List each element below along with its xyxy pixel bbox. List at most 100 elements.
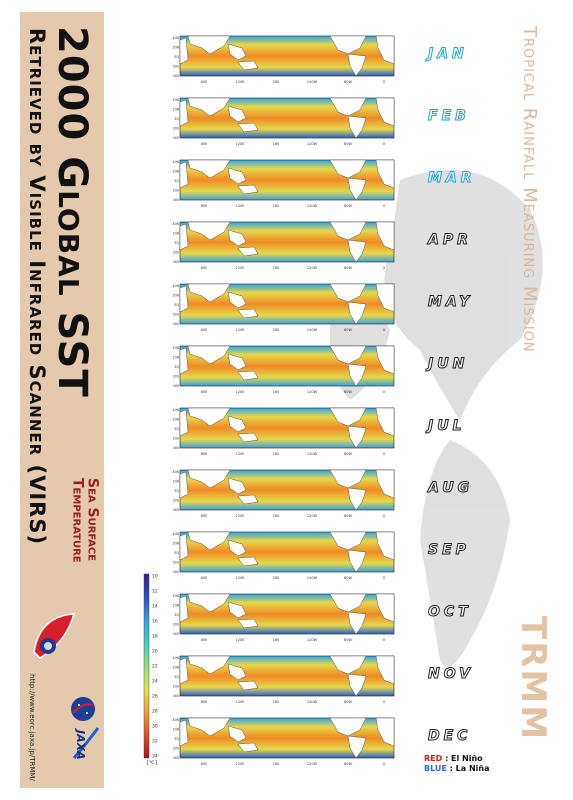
lon-tick-label: 60E	[201, 204, 208, 208]
landmass	[179, 37, 189, 65]
lon-tick-label: 60W	[344, 514, 352, 518]
lon-tick-label: 60E	[201, 452, 208, 456]
lat-tick-label: EQ	[174, 241, 179, 245]
landmass	[329, 221, 367, 241]
landmass	[347, 53, 367, 77]
month-label: MAY	[427, 294, 474, 311]
lon-tick-label: 120W	[307, 700, 318, 704]
temperature-colorbar: 10 12 14 16 18 20 22 24 26 28 30 32 34	[143, 574, 158, 760]
landmass	[237, 246, 259, 257]
landmass	[227, 477, 247, 495]
month-label: JUL	[428, 418, 466, 435]
lon-tick-label: 120E	[236, 80, 245, 84]
colorbar-tick-label: 26	[152, 694, 158, 700]
lat-tick-label: EQ	[174, 551, 179, 555]
mission-name: Tropical Rainfall Measuring Mission	[519, 26, 540, 353]
legend-red-key: RED	[424, 754, 443, 763]
lat-tick-label: 40N	[173, 222, 180, 226]
sst-label: Sea Surface Temperature	[70, 478, 101, 563]
landmass	[237, 432, 259, 443]
colorbar-tick-label: 14	[152, 604, 158, 610]
landmass	[375, 283, 395, 313]
lon-tick-label: 120W	[307, 266, 318, 270]
lon-tick-label: 180	[273, 142, 280, 146]
lon-tick-label: 120E	[236, 762, 245, 766]
lat-tick-label: 40S	[173, 136, 179, 140]
landmass	[187, 283, 231, 303]
lon-tick-label: 180	[273, 328, 280, 332]
lat-tick-label: 40S	[173, 322, 179, 326]
landmass	[237, 680, 259, 691]
lon-tick-label: 120W	[307, 80, 318, 84]
lon-tick-label: 0	[383, 576, 385, 580]
lat-tick-label: 20N	[173, 232, 180, 236]
lon-tick-label: 60W	[344, 390, 352, 394]
lon-tick-label: 60W	[344, 266, 352, 270]
landmass	[329, 593, 367, 613]
lat-tick-label: EQ	[174, 365, 179, 369]
lat-tick-label: 20S	[173, 189, 179, 193]
lat-tick-label: 20N	[173, 418, 180, 422]
landmass	[179, 409, 189, 437]
lat-tick-label: 20S	[173, 499, 179, 503]
month-label: SEP	[428, 542, 470, 559]
lat-tick-label: 40S	[173, 446, 179, 450]
lat-tick-label: 20N	[173, 46, 180, 50]
lat-tick-label: 40S	[173, 632, 179, 636]
lat-tick-label: 40S	[173, 74, 179, 78]
landmass	[187, 345, 231, 365]
lat-tick-label: 20N	[173, 480, 180, 484]
lat-tick-label: 20S	[173, 561, 179, 565]
sst-map-panel: 60E 120E 180 120W 60W 0 40N 20N EQ 20S 40S	[168, 654, 400, 706]
lat-tick-label: 20S	[173, 127, 179, 131]
lon-tick-label: 120E	[236, 700, 245, 704]
lon-tick-label: 0	[383, 638, 385, 642]
landmass	[237, 308, 259, 319]
legend-blue-row: BLUE : La Niña	[424, 764, 489, 774]
lon-tick-label: 120E	[236, 266, 245, 270]
lat-tick-label: 40N	[173, 470, 180, 474]
lon-tick-label: 60W	[344, 328, 352, 332]
colorbar-tick-label: 12	[152, 589, 158, 595]
landmass	[375, 35, 395, 65]
lat-tick-label: 40N	[173, 36, 180, 40]
sst-map-panel: 60E 120E 180 120W 60W 0 40N 20N EQ 20S 40S	[168, 158, 400, 210]
lon-tick-label: 60W	[344, 452, 352, 456]
colorbar-tick-label: 20	[152, 649, 158, 655]
lat-tick-label: 40S	[173, 756, 179, 760]
landmass	[179, 533, 189, 561]
lat-tick-label: 40S	[173, 384, 179, 388]
landmass	[187, 35, 231, 55]
landmass	[187, 593, 231, 613]
month-label: AUG	[427, 480, 474, 497]
lon-tick-label: 180	[273, 390, 280, 394]
sst-map-panel: 60E 120E 180 120W 60W 0 40N 20N EQ 20S 40S	[168, 34, 400, 86]
colorbar-unit: [℃]	[146, 760, 158, 766]
lon-tick-label: 120W	[307, 204, 318, 208]
lon-tick-label: 120E	[236, 452, 245, 456]
lon-tick-label: 180	[273, 452, 280, 456]
landmass	[237, 618, 259, 629]
lat-tick-label: 20S	[173, 251, 179, 255]
landmass	[375, 655, 395, 685]
mission-logo-icon	[33, 613, 76, 659]
lon-tick-label: 60E	[201, 142, 208, 146]
landmass	[329, 283, 367, 303]
landmass	[237, 122, 259, 133]
month-label: JUN	[427, 356, 469, 373]
lon-tick-label: 0	[383, 514, 385, 518]
landmass	[375, 221, 395, 251]
lon-tick-label: 60E	[201, 700, 208, 704]
lat-tick-label: 40N	[173, 532, 180, 536]
lon-tick-label: 0	[383, 80, 385, 84]
lat-tick-label: 20N	[173, 542, 180, 546]
lon-tick-label: 180	[273, 266, 280, 270]
lon-tick-label: 0	[383, 266, 385, 270]
lon-tick-label: 180	[273, 204, 280, 208]
colorbar-tick-label: 24	[152, 679, 158, 685]
landmass	[227, 353, 247, 371]
landmass	[375, 469, 395, 499]
landmass	[347, 487, 367, 511]
landmass	[347, 611, 367, 635]
sst-label-line1: Sea Surface	[84, 478, 101, 562]
